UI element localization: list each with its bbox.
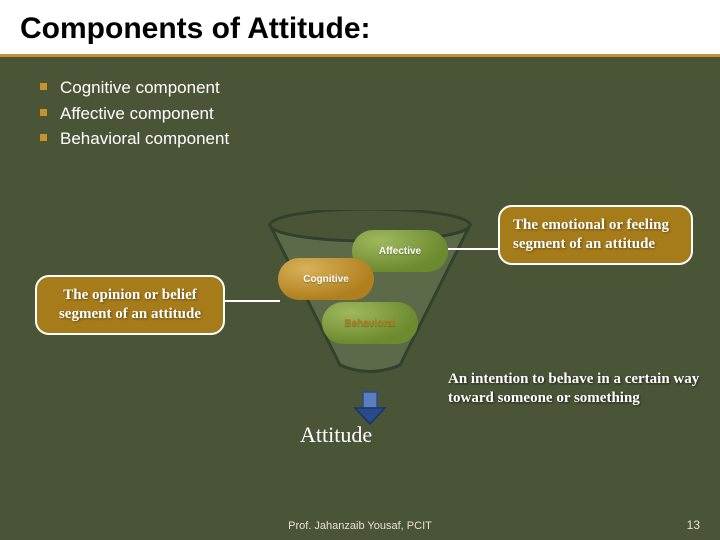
page-title: Components of Attitude: — [20, 12, 700, 46]
footer-text: Prof. Jahanzaib Yousaf, PCIT — [0, 520, 720, 532]
pill-label: Cognitive — [303, 274, 349, 285]
list-item: Cognitive component — [40, 75, 720, 101]
callout-cognitive: The opinion or belief segment of an atti… — [35, 275, 225, 335]
callout-behavioral: An intention to behave in a certain way … — [448, 370, 708, 408]
attitude-result-label: Attitude — [300, 422, 372, 448]
title-bar: Components of Attitude: — [0, 0, 720, 57]
list-item: Affective component — [40, 101, 720, 127]
pill-label: Affective — [379, 246, 421, 257]
cognitive-pill: Cognitive — [278, 258, 374, 300]
callout-text: The emotional or feeling segment of an a… — [513, 217, 669, 252]
list-item: Behavioral component — [40, 126, 720, 152]
attitude-diagram: Affective Cognitive Behavioral Attitude … — [0, 200, 720, 520]
connector-line — [448, 248, 498, 250]
slide-number: 13 — [687, 518, 700, 532]
callout-text: An intention to behave in a certain way … — [448, 371, 699, 406]
pill-label: Behavioral — [344, 318, 395, 329]
callout-affective: The emotional or feeling segment of an a… — [498, 205, 693, 265]
connector-line — [225, 300, 280, 302]
behavioral-pill: Behavioral — [322, 302, 418, 344]
bullet-list: Cognitive component Affective component … — [40, 75, 720, 152]
callout-text: The opinion or belief segment of an atti… — [59, 287, 201, 322]
